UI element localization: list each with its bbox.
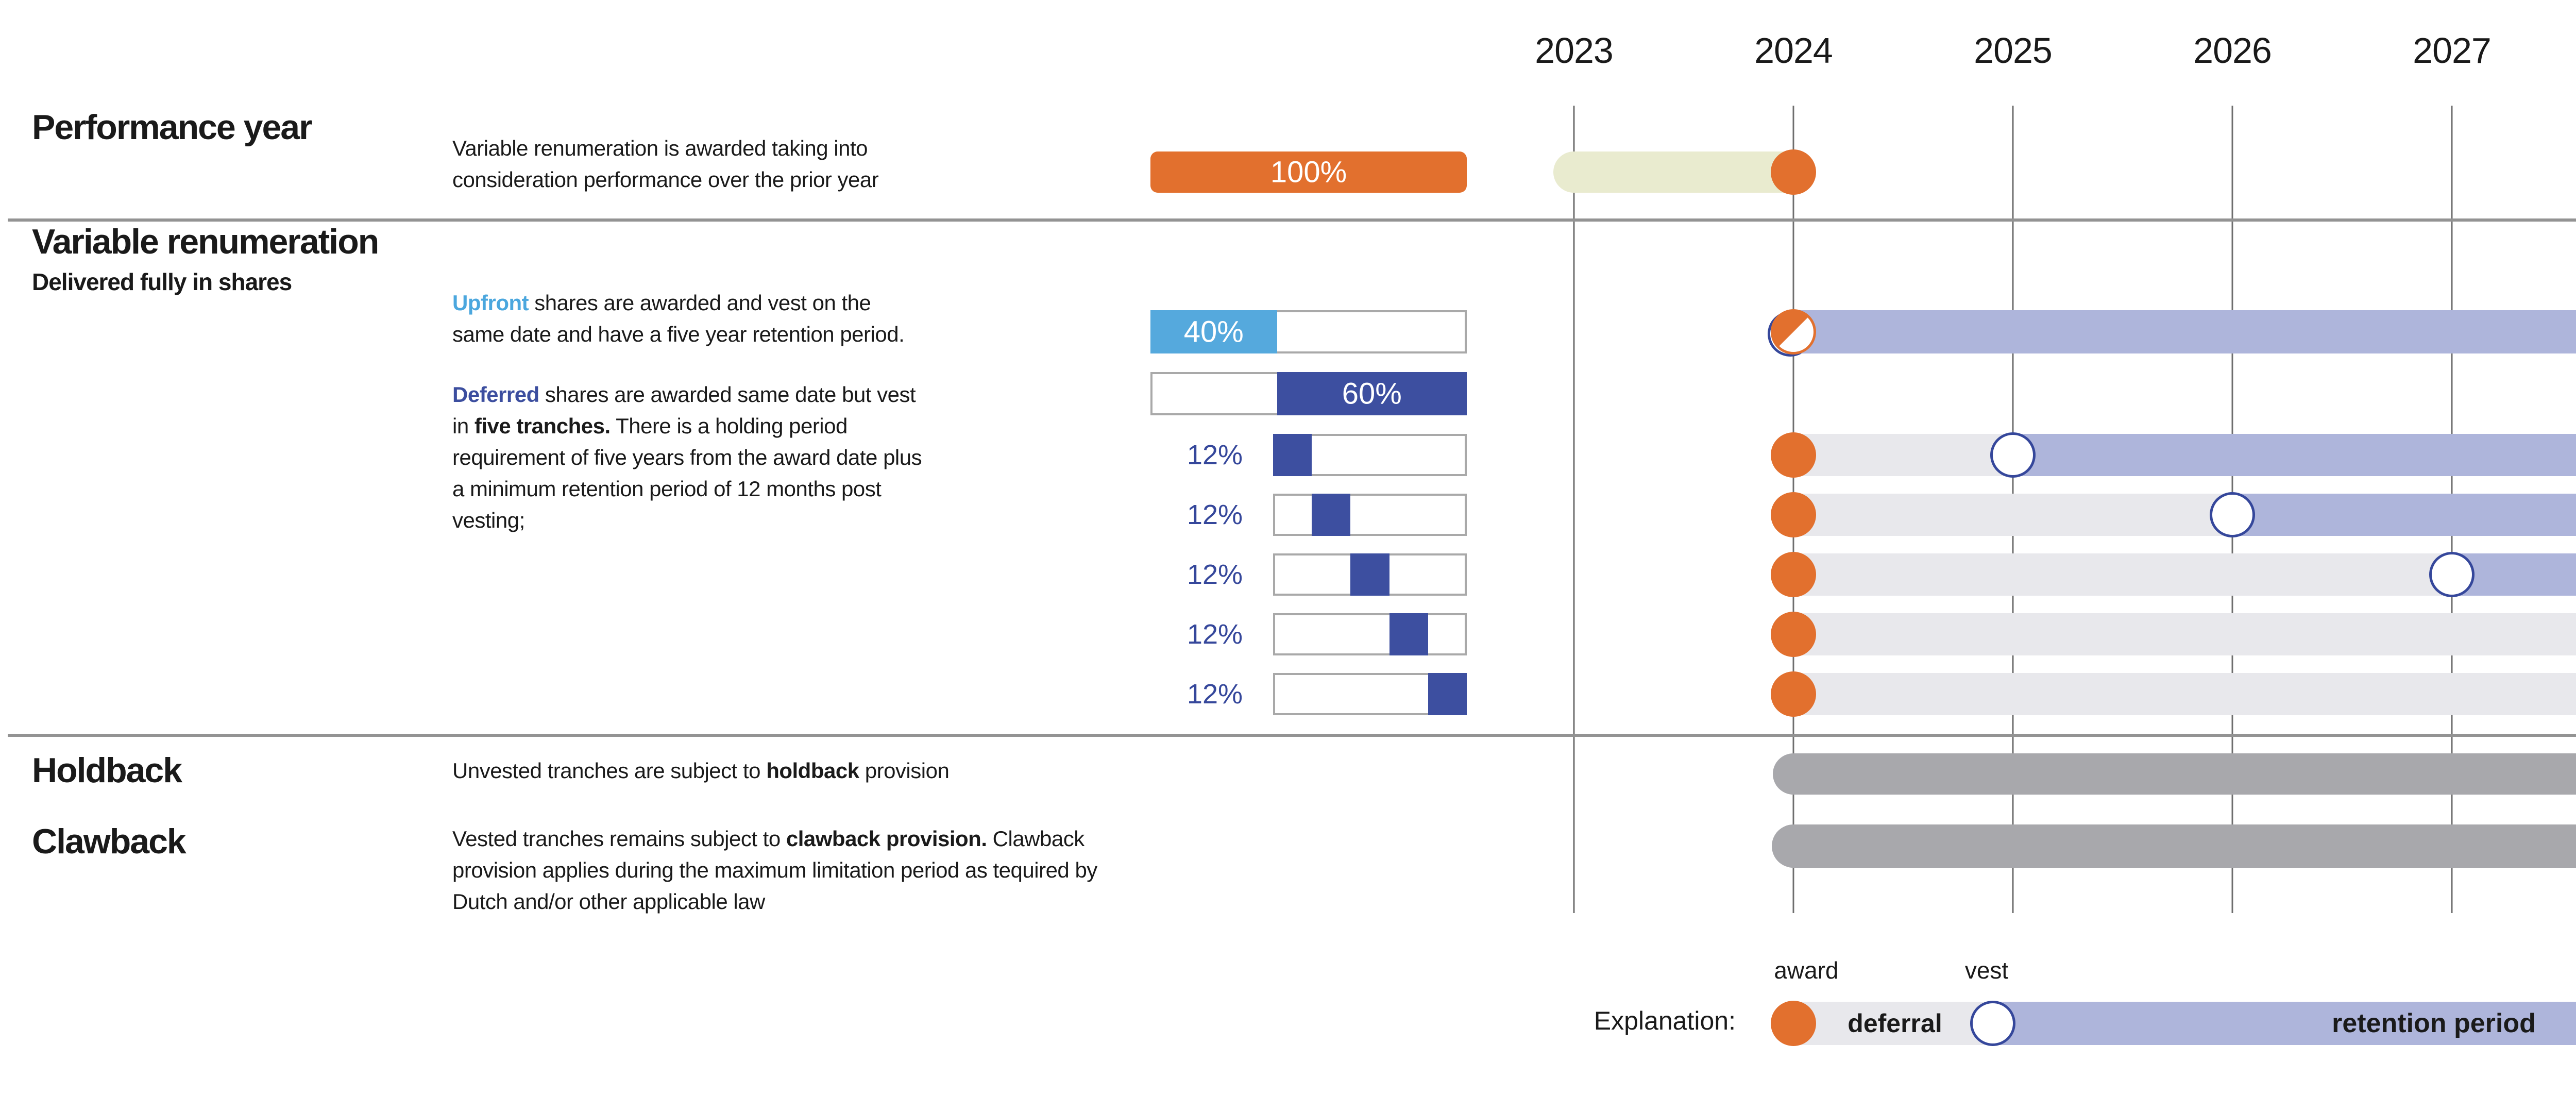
performance-100pct-label: 100%	[1270, 155, 1347, 189]
holdback-provision-bar	[1773, 753, 2576, 795]
text-segment: Variable renumeration is awarded taking …	[452, 136, 879, 192]
gridline-2023	[1573, 106, 1575, 913]
tranche-3-pct-label: 12%	[1187, 559, 1243, 590]
tranche-1-vest-circle	[1990, 432, 2036, 478]
legend-retention-label: retention period	[2332, 1008, 2536, 1038]
performance-description: Variable renumeration is awarded taking …	[452, 133, 1158, 196]
section-title-performance-year: Performance year	[32, 108, 313, 147]
clawback-description: Vested tranches remains subject to clawb…	[452, 823, 1158, 918]
tranche-2-retention-bar	[2232, 494, 2576, 536]
upfront-award-vest-marker	[1771, 309, 1816, 355]
text-segment: Vested tranches remains subject to	[452, 827, 786, 851]
year-label-2023: 2023	[1535, 30, 1614, 71]
legend-award-label: award	[1774, 957, 1839, 984]
section-title-clawback: Clawback	[32, 822, 187, 861]
performance-award-dot	[1771, 149, 1816, 195]
tranche-1-retention-bar	[2013, 434, 2576, 476]
tranche-5-deferral-bar	[1793, 673, 2576, 715]
tranche-3-fill	[1350, 553, 1389, 596]
tranche-3-vest-circle	[2429, 552, 2475, 597]
year-label-2024: 2024	[1754, 30, 1833, 71]
clawback-provision-bar	[1772, 824, 2576, 868]
tranche-1-deferral-bar	[1793, 434, 2013, 476]
tranche-4-fill	[1389, 613, 1428, 655]
legend-award-dot	[1771, 1001, 1816, 1046]
tranche-2-track	[1273, 494, 1467, 536]
year-label-2026: 2026	[2193, 30, 2272, 71]
deferred-60pct-fill: 60%	[1277, 372, 1467, 415]
text-segment: shares are awarded and vest on the same …	[452, 291, 905, 346]
text-segment: shares are awarded same date but vest in	[452, 382, 916, 438]
legend-title: Explanation:	[1594, 1006, 1736, 1035]
text-segment: Clawback provision applies during the ma…	[452, 827, 1097, 914]
upfront-40pct-label: 40%	[1183, 315, 1244, 349]
tranche-1-pct-label: 12%	[1187, 440, 1243, 470]
legend-vest-circle	[1970, 1001, 2015, 1046]
text-segment: Upfront	[452, 291, 529, 315]
year-label-2027: 2027	[2413, 30, 2492, 71]
text-segment: provision	[859, 759, 950, 783]
tranche-2-deferral-bar	[1793, 494, 2232, 536]
performance-100pct-bar: 100%	[1150, 151, 1467, 193]
deferred-description: Deferred shares are awarded same date bu…	[452, 379, 1158, 536]
tranche-5-pct-label: 12%	[1187, 679, 1243, 710]
section-title-holdback: Holdback	[32, 751, 182, 790]
tranche-5-fill	[1428, 673, 1467, 715]
text-segment: holdback	[766, 759, 859, 783]
section-subtitle-delivered-in-shares: Delivered fully in shares	[32, 268, 292, 295]
upfront-retention-bar	[1793, 310, 2576, 353]
legend-vest-label: vest	[1964, 957, 2009, 984]
tranche-1-fill	[1273, 434, 1312, 476]
tranche-4-pct-label: 12%	[1187, 619, 1243, 650]
tranche-2-pct-label: 12%	[1187, 499, 1243, 530]
text-segment: Deferred	[452, 382, 539, 407]
tranche-4-track	[1273, 613, 1467, 655]
text-segment: clawback provision.	[786, 827, 987, 851]
tranche-5-award-dot	[1771, 671, 1816, 717]
text-segment: five tranches.	[474, 413, 611, 438]
text-segment: There is a holding period requirement of…	[452, 413, 922, 532]
tranche-3-deferral-bar	[1793, 553, 2452, 596]
tranche-1-award-dot	[1771, 432, 1816, 478]
text-segment: Unvested tranches are subject to	[452, 759, 767, 783]
performance-period-bar	[1553, 151, 1793, 193]
tranche-2-fill	[1312, 494, 1351, 536]
upfront-40pct-fill: 40%	[1150, 310, 1277, 353]
deferred-60pct-label: 60%	[1342, 377, 1402, 411]
divider-holdback	[8, 734, 2576, 737]
legend-retention-bar	[1993, 1002, 2576, 1045]
tranche-4-award-dot	[1771, 612, 1816, 657]
tranche-4-deferral-bar	[1793, 613, 2576, 655]
year-label-2025: 2025	[1974, 30, 2053, 71]
legend-deferral-label: deferral	[1848, 1009, 1942, 1038]
section-title-variable-renumeration: Variable renumeration	[32, 222, 379, 261]
upfront-description: Upfront shares are awarded and vest on t…	[452, 288, 1158, 350]
tranche-3-award-dot	[1771, 552, 1816, 597]
divider-performance	[8, 218, 2576, 222]
legend-deferral-bar	[1793, 1002, 1993, 1045]
tranche-2-award-dot	[1771, 492, 1816, 537]
tranche-2-vest-circle	[2210, 492, 2255, 537]
holdback-description: Unvested tranches are subject to holdbac…	[452, 755, 1158, 787]
